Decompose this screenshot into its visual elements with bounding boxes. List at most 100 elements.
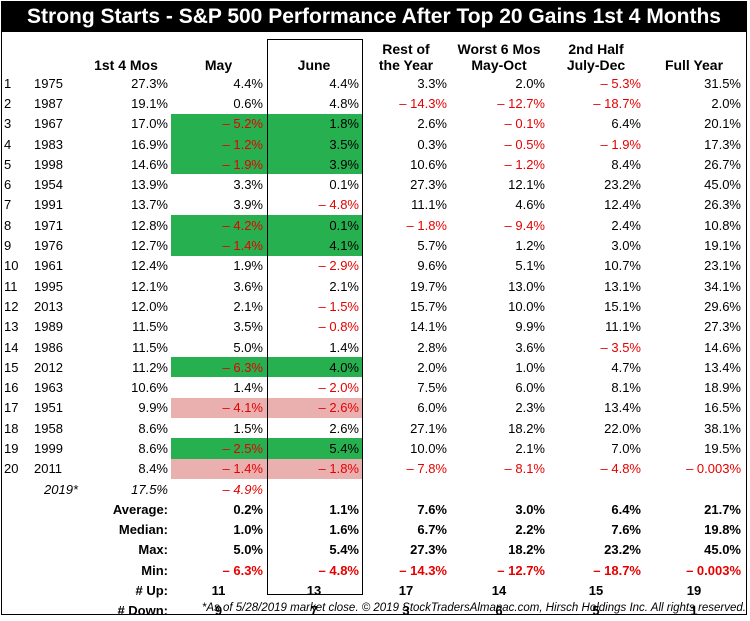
full-cell: 45.0% [644,174,744,194]
may-cell: 5.0% [171,337,266,357]
rest-cell: 27.1% [362,418,450,438]
rest-cell: 2.8% [362,337,450,357]
june-cell: 4.0% [266,357,362,377]
row-number: 5 [1,154,31,174]
first4-cell: 8.6% [81,438,171,458]
stats-june: 4.8% [266,560,362,580]
stats-june: 1.1% [266,499,362,519]
full-cell: 26.3% [644,195,744,215]
june-cell: 4.8% [266,93,362,113]
rest-cell: 9.6% [362,256,450,276]
year-cell: 1963 [31,377,81,397]
row-number: 3 [1,114,31,134]
worst6-cell: 12.7% [450,93,548,113]
first4-cell: 8.6% [81,418,171,438]
first4-cell: 12.8% [81,215,171,235]
stats-label: Average: [1,499,171,519]
h2-cell: 1.9% [548,134,644,154]
stats-worst6: 18.2% [450,540,548,560]
h2-cell: 23.2% [548,174,644,194]
page-title: Strong Starts - S&P 500 Performance Afte… [1,1,747,32]
stats-june: 1.6% [266,520,362,540]
stats-label: Median: [1,520,171,540]
may-cell: 0.6% [171,93,266,113]
first4-cell: 13.7% [81,195,171,215]
stats-h2: 18.7% [548,560,644,580]
stats-rest: 6.7% [362,520,450,540]
stats-label: # Up: [1,580,171,600]
first4-cell: 9.9% [81,398,171,418]
first4-cell: 14.6% [81,154,171,174]
may-cell: 6.3% [171,357,266,377]
row-number: 19 [1,438,31,458]
year-cell: 2012 [31,357,81,377]
row-number: 11 [1,276,31,296]
june-cell: 1.5% [266,296,362,316]
stats-may: 5.0% [171,540,266,560]
year-cell: 1971 [31,215,81,235]
rest-cell: 19.7% [362,276,450,296]
may-cell: 4.4% [171,73,266,93]
stats-rest: 14.3% [362,560,450,580]
footnote: *As of 5/28/2019 market close. © 2019 St… [202,602,746,614]
full-cell: 26.7% [644,154,744,174]
stats-rest: 7.6% [362,499,450,519]
year-cell: 2019* [1,479,81,499]
may-cell: 1.4% [171,235,266,255]
first4-cell: 12.7% [81,235,171,255]
row-number: 15 [1,357,31,377]
full-cell: 19.1% [644,235,744,255]
may-cell: 4.1% [171,398,266,418]
rest-cell: 14.1% [362,317,450,337]
may-cell: 1.4% [171,377,266,397]
first4-cell: 11.5% [81,337,171,357]
full-cell: 17.3% [644,134,744,154]
stats-row: Max:5.0%5.4%27.3%18.2%23.2%45.0% [1,540,744,560]
stats-june: 5.4% [266,540,362,560]
year-cell: 1976 [31,235,81,255]
stats-rest: 27.3% [362,540,450,560]
stats-h2: 7.6% [548,520,644,540]
may-cell: 1.2% [171,134,266,154]
stats-full: 0.003% [644,560,744,580]
h2-cell: 11.1% [548,317,644,337]
row-number: 1 [1,73,31,93]
may-cell: 3.3% [171,174,266,194]
june-cell: 1.8% [266,459,362,479]
stats-worst6: 12.7% [450,560,548,580]
header-first4: 1st 4 Mos [81,33,171,73]
june-cell: 1.8% [266,114,362,134]
full-cell: 14.6% [644,337,744,357]
worst6-cell: 13.0% [450,276,548,296]
year-cell: 1954 [31,174,81,194]
row-number: 6 [1,174,31,194]
year-cell: 1987 [31,93,81,113]
rest-cell: 27.3% [362,174,450,194]
rest-cell: 10.6% [362,154,450,174]
year-cell: 2013 [31,296,81,316]
row-number: 16 [1,377,31,397]
row-number: 20 [1,459,31,479]
may-cell: 5.2% [171,114,266,134]
may-cell: 1.4% [171,459,266,479]
stats-worst6: 14 [450,580,548,600]
full-cell: 18.9% [644,377,744,397]
rest-cell: 0.3% [362,134,450,154]
rest-cell: 11.1% [362,195,450,215]
first4-cell: 12.4% [81,256,171,276]
june-cell: 3.5% [266,134,362,154]
worst6-cell: 6.0% [450,377,548,397]
stats-label: Max: [1,540,171,560]
june-cell: 0.1% [266,215,362,235]
worst6-cell: 9.9% [450,317,548,337]
first4-cell: 13.9% [81,174,171,194]
full-cell: 38.1% [644,418,744,438]
